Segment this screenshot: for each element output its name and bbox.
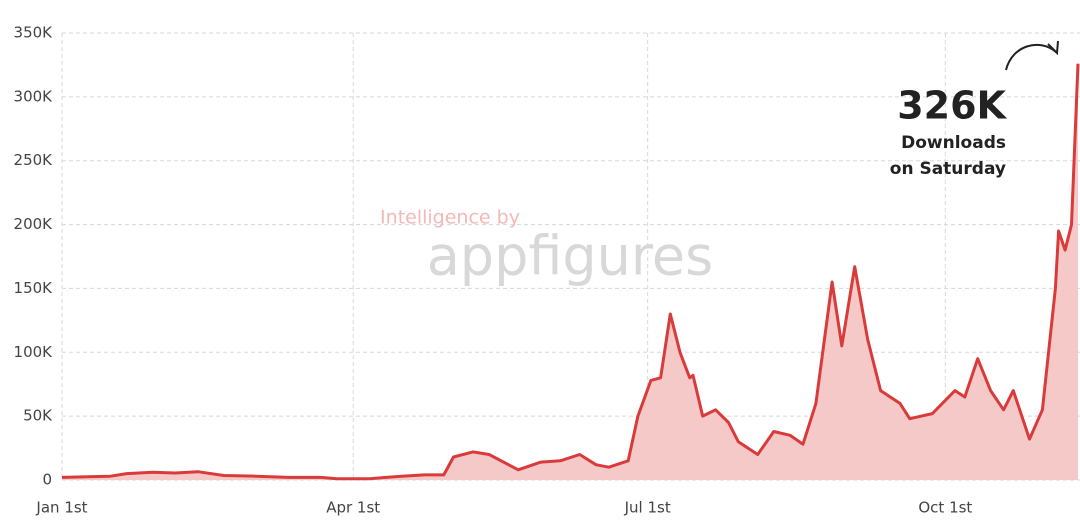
- x-tick-label: Jul 1st: [624, 499, 671, 517]
- y-tick-label: 150K: [14, 279, 54, 297]
- x-tick-label: Apr 1st: [326, 499, 380, 517]
- y-tick-label: 100K: [14, 343, 54, 361]
- y-tick-label: 350K: [14, 24, 54, 42]
- y-tick-label: 300K: [14, 87, 54, 105]
- y-tick-label: 50K: [23, 407, 53, 425]
- watermark: appfigures: [427, 225, 714, 288]
- y-tick-label: 250K: [14, 151, 54, 169]
- grid: 0 50K 100K 150K 200K 250K 300K 350K Jan 1st Apr 1…: [14, 24, 1080, 517]
- annotation-text: on Saturday: [890, 159, 1006, 179]
- annotation-text: Downloads: [901, 133, 1006, 153]
- area: [62, 63, 1078, 480]
- annotation-value: 326K: [897, 84, 1007, 128]
- watermark-small: Intelligence by: [380, 207, 520, 229]
- line: [61, 63, 1080, 481]
- arrow-head: [1047, 40, 1059, 56]
- plot: [61, 63, 1080, 481]
- y-tick-label: 0: [42, 471, 52, 489]
- x-tick-label: Oct 1st: [918, 499, 972, 517]
- x-tick-label: Jan 1st: [35, 499, 87, 517]
- y-tick-label: 200K: [14, 215, 54, 233]
- arrow: [1005, 43, 1057, 71]
